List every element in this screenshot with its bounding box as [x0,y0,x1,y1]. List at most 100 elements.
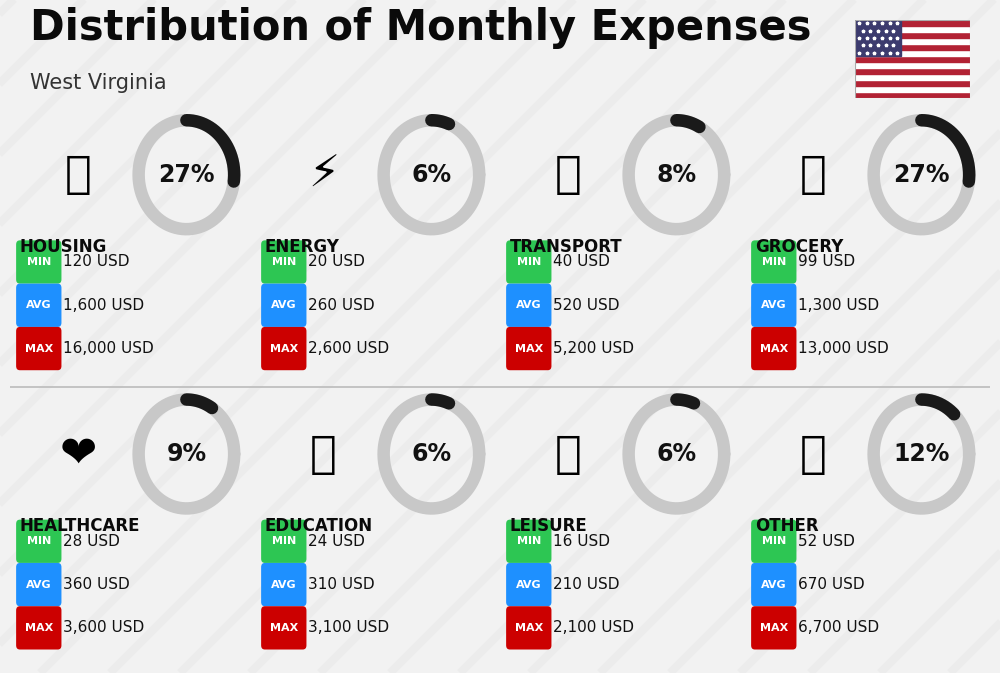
Bar [855,38,970,44]
Text: 3,600 USD: 3,600 USD [63,621,144,635]
FancyBboxPatch shape [751,606,796,649]
FancyBboxPatch shape [506,520,551,563]
FancyBboxPatch shape [506,327,551,370]
Text: 360 USD: 360 USD [63,577,129,592]
Text: TRANSPORT: TRANSPORT [510,238,622,256]
FancyBboxPatch shape [261,327,306,370]
FancyBboxPatch shape [261,563,306,606]
Text: 1,300 USD: 1,300 USD [798,297,879,313]
FancyBboxPatch shape [751,563,796,606]
Text: 🚌: 🚌 [555,153,582,197]
Text: AVG: AVG [516,300,542,310]
FancyBboxPatch shape [506,283,551,327]
Bar [855,32,970,38]
Text: ❤: ❤ [60,433,97,476]
Text: ENERGY: ENERGY [265,238,340,256]
Text: AVG: AVG [761,300,787,310]
Text: MIN: MIN [762,536,786,546]
FancyBboxPatch shape [506,606,551,649]
Text: 👜: 👜 [800,433,827,476]
Bar [855,68,970,74]
FancyBboxPatch shape [751,520,796,563]
Bar [855,62,970,68]
Text: MIN: MIN [27,536,51,546]
Text: 6%: 6% [411,163,451,186]
Bar [855,44,970,50]
Text: 52 USD: 52 USD [798,534,855,548]
Text: 6,700 USD: 6,700 USD [798,621,879,635]
FancyBboxPatch shape [261,240,306,283]
Text: 16 USD: 16 USD [553,534,610,548]
Text: 13,000 USD: 13,000 USD [798,341,888,356]
FancyBboxPatch shape [506,240,551,283]
Text: MAX: MAX [760,623,788,633]
Text: 12%: 12% [893,442,950,466]
Text: 16,000 USD: 16,000 USD [63,341,153,356]
FancyBboxPatch shape [751,327,796,370]
FancyBboxPatch shape [506,563,551,606]
FancyBboxPatch shape [16,240,61,283]
Text: 1,600 USD: 1,600 USD [63,297,144,313]
Text: MAX: MAX [25,623,53,633]
FancyBboxPatch shape [16,283,61,327]
Text: MIN: MIN [272,257,296,267]
Text: 24 USD: 24 USD [308,534,365,548]
Bar [855,74,970,79]
Text: MIN: MIN [272,536,296,546]
FancyBboxPatch shape [261,606,306,649]
FancyBboxPatch shape [16,520,61,563]
Text: 🎓: 🎓 [310,433,337,476]
Bar [855,92,970,98]
Text: MAX: MAX [515,623,543,633]
Text: 2,100 USD: 2,100 USD [553,621,634,635]
Text: AVG: AVG [761,579,787,590]
Text: MIN: MIN [517,257,541,267]
Text: AVG: AVG [516,579,542,590]
Text: 🛒: 🛒 [800,153,827,197]
Text: 6%: 6% [656,442,696,466]
Text: EDUCATION: EDUCATION [265,517,373,535]
Text: MIN: MIN [517,536,541,546]
Text: 🛍: 🛍 [555,433,582,476]
Bar [855,20,970,26]
Text: AVG: AVG [26,300,52,310]
Text: AVG: AVG [26,579,52,590]
FancyBboxPatch shape [16,327,61,370]
Text: 670 USD: 670 USD [798,577,864,592]
Text: 210 USD: 210 USD [553,577,619,592]
Text: 520 USD: 520 USD [553,297,619,313]
Text: 🏙: 🏙 [65,153,92,197]
FancyBboxPatch shape [261,283,306,327]
Bar [855,50,970,56]
Text: West Virginia: West Virginia [30,73,167,93]
Text: 20 USD: 20 USD [308,254,365,269]
Bar [855,56,970,62]
FancyBboxPatch shape [751,240,796,283]
Bar [855,79,970,85]
Text: AVG: AVG [271,579,297,590]
Text: 8%: 8% [656,163,696,186]
FancyBboxPatch shape [261,520,306,563]
Text: HOUSING: HOUSING [20,238,107,256]
FancyBboxPatch shape [16,606,61,649]
Text: 27%: 27% [893,163,950,186]
Text: LEISURE: LEISURE [510,517,588,535]
Text: MIN: MIN [27,257,51,267]
Bar [855,85,970,92]
Text: OTHER: OTHER [755,517,818,535]
Text: MAX: MAX [515,344,543,353]
Text: 120 USD: 120 USD [63,254,129,269]
Text: 6%: 6% [411,442,451,466]
Text: 9%: 9% [166,442,206,466]
Bar [855,26,970,32]
Text: 310 USD: 310 USD [308,577,374,592]
Text: Distribution of Monthly Expenses: Distribution of Monthly Expenses [30,7,812,48]
Text: 5,200 USD: 5,200 USD [553,341,634,356]
Bar [855,20,901,56]
Text: ⚡: ⚡ [308,153,339,197]
Text: HEALTHCARE: HEALTHCARE [20,517,140,535]
Text: MAX: MAX [270,344,298,353]
Text: 27%: 27% [158,163,215,186]
Text: MAX: MAX [760,344,788,353]
Text: 40 USD: 40 USD [553,254,610,269]
